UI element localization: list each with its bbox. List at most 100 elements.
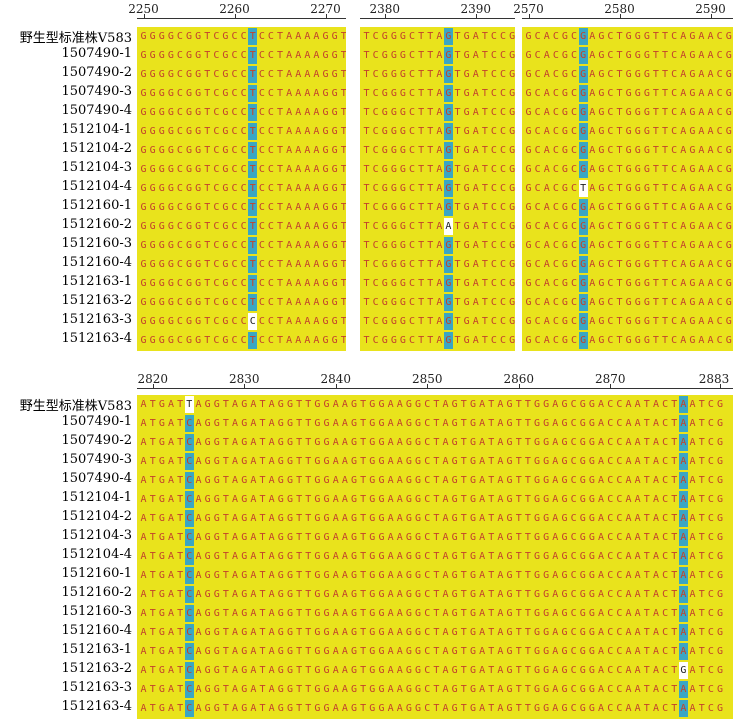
nucleotide: A bbox=[436, 202, 443, 213]
nucleotide: C bbox=[616, 551, 623, 562]
nucleotide: A bbox=[304, 88, 311, 99]
nucleotide: G bbox=[204, 513, 211, 524]
nucleotide: C bbox=[616, 532, 623, 543]
nucleotide: G bbox=[241, 399, 248, 410]
nucleotide: A bbox=[589, 335, 596, 346]
nucleotide: A bbox=[140, 589, 147, 600]
nucleotide: A bbox=[598, 532, 605, 543]
nucleotide: G bbox=[149, 31, 156, 42]
nucleotide: T bbox=[488, 399, 495, 410]
nucleotide: C bbox=[490, 88, 497, 99]
nucleotide: C bbox=[258, 164, 265, 175]
nucleotide: G bbox=[323, 513, 330, 524]
nucleotide: A bbox=[678, 491, 688, 508]
nucleotide: C bbox=[258, 259, 265, 270]
nucleotide: A bbox=[232, 532, 239, 543]
nucleotide: T bbox=[305, 608, 312, 619]
nucleotide: T bbox=[360, 494, 367, 505]
nucleotide: G bbox=[381, 107, 388, 118]
nucleotide: T bbox=[460, 494, 467, 505]
nucleotide: C bbox=[716, 240, 723, 251]
nucleotide: T bbox=[433, 665, 440, 676]
nucleotide: G bbox=[195, 278, 202, 289]
nucleotide: C bbox=[372, 259, 379, 270]
nucleotide: G bbox=[369, 551, 376, 562]
nucleotide: A bbox=[678, 643, 688, 660]
nucleotide: A bbox=[479, 684, 486, 695]
nucleotide: G bbox=[241, 494, 248, 505]
nucleotide: G bbox=[578, 123, 588, 140]
nucleotide: A bbox=[625, 494, 632, 505]
ruler-tick-mark bbox=[244, 384, 246, 389]
nucleotide: A bbox=[598, 437, 605, 448]
nucleotide: C bbox=[184, 548, 194, 565]
nucleotide: T bbox=[671, 570, 678, 581]
nucleotide: G bbox=[469, 532, 476, 543]
nucleotide: A bbox=[680, 126, 687, 137]
nucleotide: A bbox=[167, 570, 175, 581]
nucleotide: A bbox=[268, 418, 275, 429]
nucleotide: C bbox=[240, 316, 247, 327]
nucleotide: T bbox=[427, 278, 434, 289]
nucleotide: C bbox=[490, 50, 497, 61]
nucleotide: G bbox=[598, 145, 605, 156]
nucleotide: G bbox=[213, 665, 220, 676]
nucleotide: C bbox=[176, 126, 183, 137]
nucleotide: C bbox=[607, 456, 614, 467]
nucleotide: A bbox=[479, 475, 486, 486]
nucleotide: G bbox=[509, 88, 515, 99]
nucleotide: T bbox=[698, 456, 705, 467]
nucleotide: T bbox=[643, 551, 650, 562]
nucleotide: G bbox=[543, 608, 550, 619]
nucleotide: G bbox=[463, 126, 470, 137]
nucleotide: A bbox=[387, 456, 394, 467]
nucleotide: A bbox=[589, 259, 596, 270]
nucleotide: G bbox=[725, 297, 732, 308]
nucleotide: C bbox=[258, 31, 265, 42]
nucleotide: C bbox=[184, 681, 194, 698]
nucleotide: T bbox=[662, 31, 669, 42]
nucleotide: A bbox=[313, 107, 320, 118]
nucleotide: T bbox=[671, 475, 678, 486]
nucleotide: C bbox=[490, 183, 497, 194]
nucleotide: G bbox=[588, 703, 595, 714]
nucleotide: T bbox=[340, 316, 346, 327]
nucleotide: C bbox=[176, 221, 183, 232]
nucleotide: G bbox=[405, 418, 412, 429]
nucleotide: T bbox=[149, 684, 156, 695]
nucleotide: G bbox=[369, 399, 376, 410]
nucleotide: G bbox=[415, 570, 422, 581]
nucleotide: G bbox=[689, 31, 696, 42]
nucleotide: A bbox=[295, 259, 302, 270]
nucleotide: A bbox=[286, 278, 293, 289]
nucleotide: T bbox=[305, 665, 312, 676]
nucleotide: G bbox=[399, 183, 406, 194]
nucleotide: C bbox=[184, 529, 194, 546]
nucleotide: G bbox=[186, 240, 193, 251]
nucleotide: T bbox=[340, 69, 346, 80]
nucleotide: G bbox=[381, 126, 388, 137]
nucleotide: G bbox=[323, 551, 330, 562]
nucleotide: G bbox=[378, 551, 385, 562]
nucleotide: G bbox=[331, 107, 338, 118]
nucleotide: G bbox=[543, 437, 550, 448]
nucleotide: G bbox=[415, 532, 422, 543]
nucleotide: T bbox=[222, 570, 229, 581]
nucleotide: G bbox=[578, 199, 588, 216]
nucleotide: A bbox=[232, 589, 239, 600]
nucleotide: A bbox=[396, 437, 403, 448]
nucleotide: G bbox=[390, 145, 397, 156]
nucleotide: A bbox=[625, 570, 632, 581]
nucleotide: A bbox=[678, 396, 688, 413]
nucleotide: A bbox=[598, 703, 605, 714]
nucleotide: A bbox=[543, 145, 550, 156]
nucleotide: G bbox=[561, 551, 568, 562]
nucleotide: C bbox=[607, 107, 614, 118]
nucleotide: G bbox=[625, 297, 632, 308]
nucleotide: G bbox=[390, 202, 397, 213]
nucleotide: G bbox=[331, 240, 338, 251]
